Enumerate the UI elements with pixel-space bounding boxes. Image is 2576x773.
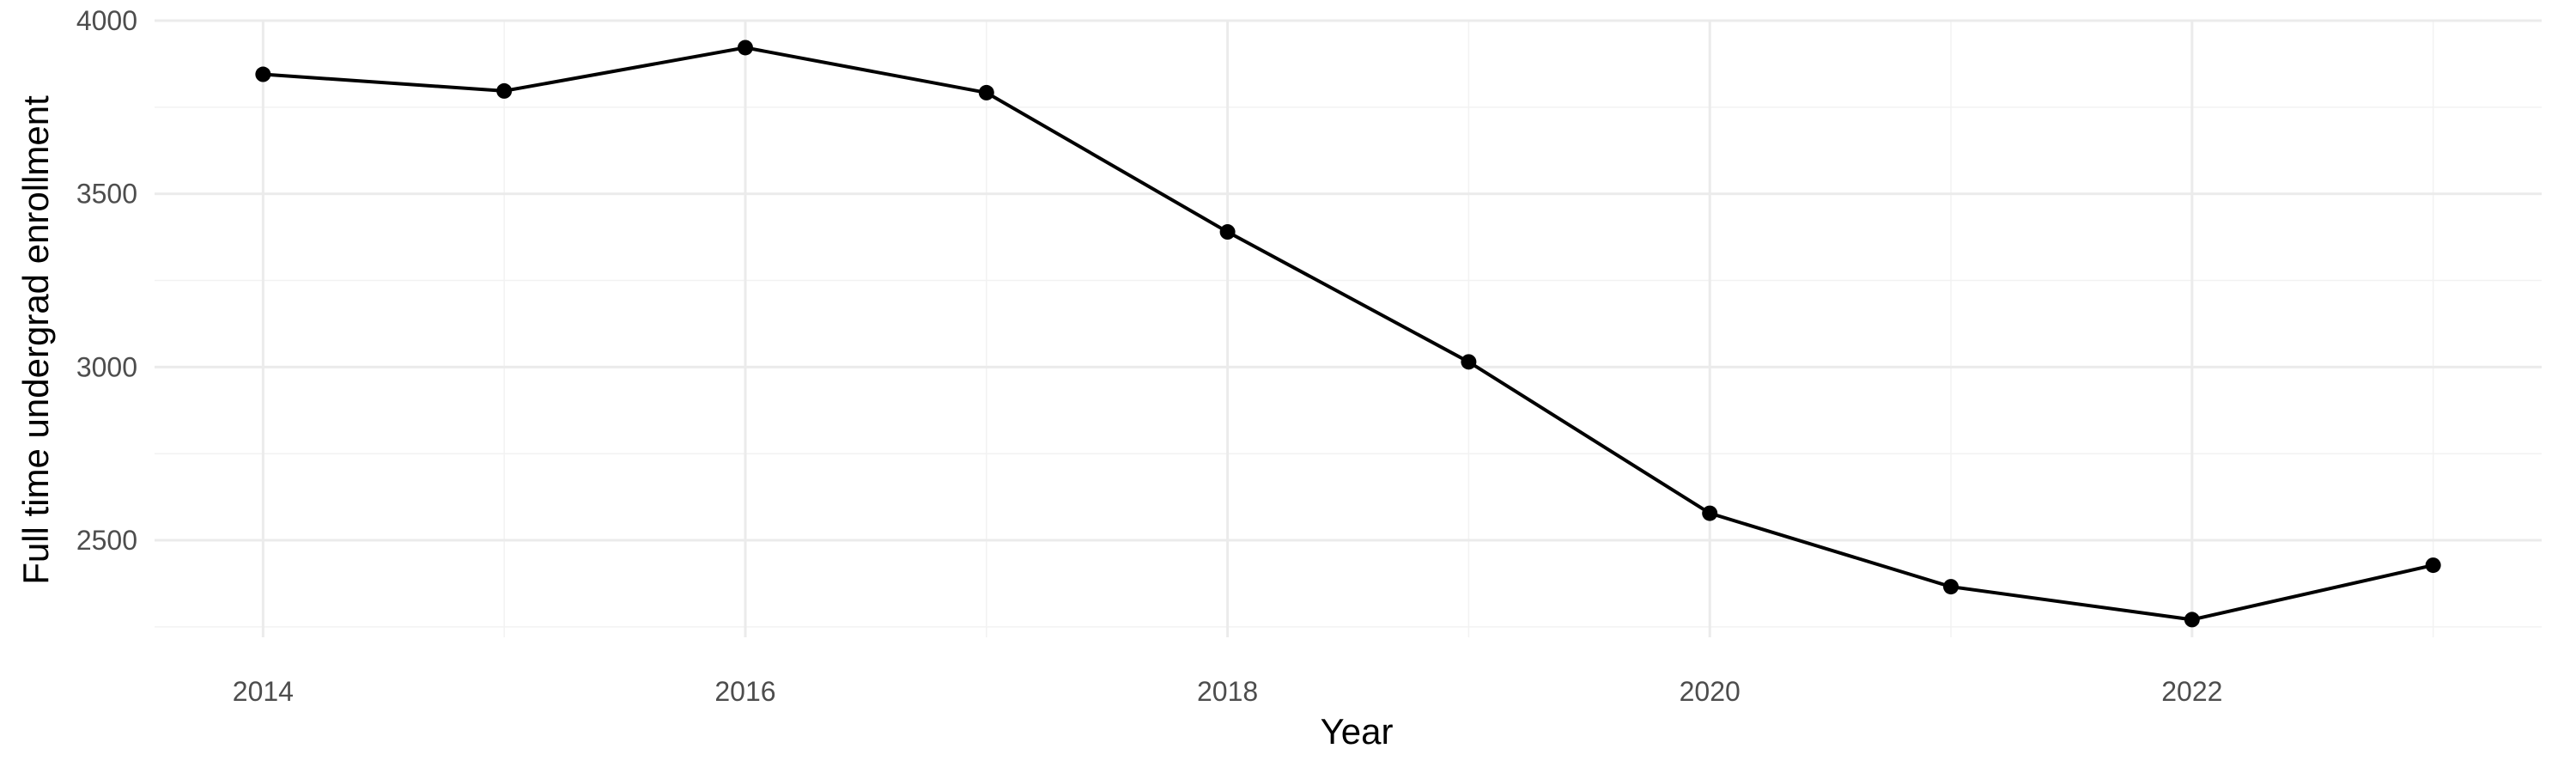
data-point-2016 [737,40,753,56]
y-tick-label: 2500 [76,525,137,556]
data-point-2023 [2425,557,2441,574]
y-axis-title: Full time undergrad enrollment [15,95,56,585]
x-tick-label: 2020 [1680,676,1741,707]
x-tick-label: 2018 [1197,676,1258,707]
x-tick-label: 2022 [2161,676,2222,707]
data-point-2019 [1461,354,1477,370]
data-point-2018 [1219,224,1236,240]
y-tick-label: 4000 [76,5,137,36]
x-axis-ticks: 2014 2016 2018 2020 2022 [233,676,2223,707]
x-tick-label: 2016 [714,676,775,707]
data-point-2020 [1702,505,1718,521]
data-point-2017 [978,84,994,100]
y-axis-ticks: 2500 3000 3500 4000 [76,5,137,556]
data-point-2015 [496,82,513,99]
series-line [263,46,2434,622]
x-tick-label: 2014 [233,676,294,707]
data-point-2021 [1943,579,1959,595]
series-line-layer [263,46,2434,622]
data-point-2022 [2184,612,2200,628]
grid [155,19,2542,637]
y-tick-label: 3000 [76,351,137,382]
x-axis-title: Year [1321,711,1394,752]
y-tick-label: 3500 [76,179,137,210]
data-point-2014 [255,66,271,82]
data-points [255,40,2441,628]
